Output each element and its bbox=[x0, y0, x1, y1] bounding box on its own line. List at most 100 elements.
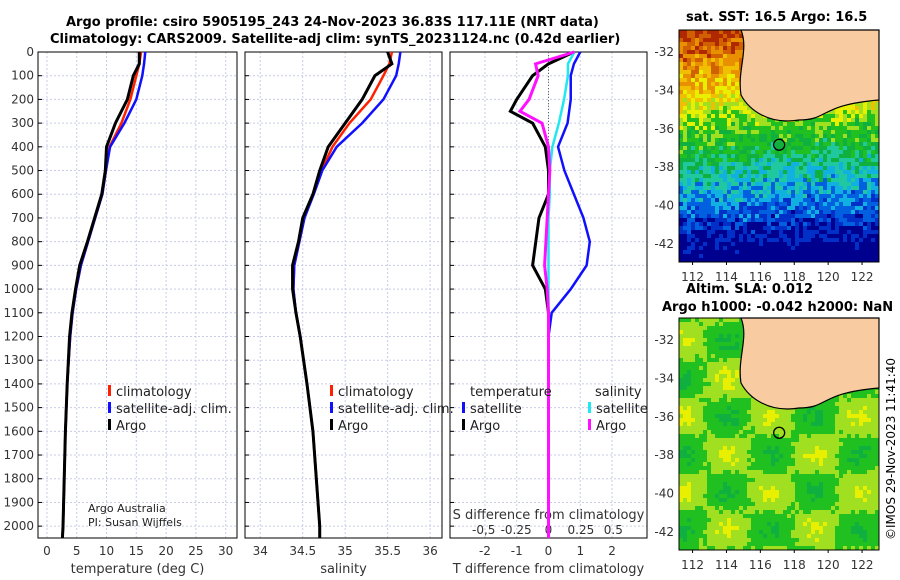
map-cell bbox=[859, 174, 863, 178]
map-cell bbox=[699, 234, 703, 238]
map-cell bbox=[851, 138, 855, 142]
map-cell bbox=[859, 394, 863, 398]
map-cell bbox=[739, 322, 743, 326]
map-cell bbox=[795, 138, 799, 142]
map-cell bbox=[691, 90, 695, 94]
map-cell bbox=[723, 130, 727, 134]
map-cell bbox=[811, 186, 815, 190]
map-cell bbox=[743, 418, 747, 422]
map-cell bbox=[763, 154, 767, 158]
map-cell bbox=[743, 430, 747, 434]
map-cell bbox=[687, 322, 691, 326]
map-cell bbox=[715, 426, 719, 430]
map-cell bbox=[719, 58, 723, 62]
map-cell bbox=[863, 206, 867, 210]
map-cell bbox=[779, 454, 783, 458]
map-cell bbox=[851, 114, 855, 118]
map-cell bbox=[743, 218, 747, 222]
map-cell bbox=[719, 98, 723, 102]
map-cell bbox=[739, 442, 743, 446]
map-cell bbox=[811, 174, 815, 178]
map-cell bbox=[795, 142, 799, 146]
map-cell bbox=[823, 114, 827, 118]
map-cell bbox=[699, 410, 703, 414]
map-cell bbox=[679, 230, 683, 234]
map-cell bbox=[731, 330, 735, 334]
map-cell bbox=[695, 394, 699, 398]
map-cell bbox=[867, 186, 871, 190]
map-cell bbox=[687, 102, 691, 106]
map-cell bbox=[779, 222, 783, 226]
map-cell bbox=[791, 154, 795, 158]
map-cell bbox=[811, 178, 815, 182]
map-cell bbox=[735, 230, 739, 234]
map-cell bbox=[783, 170, 787, 174]
map-cell bbox=[811, 242, 815, 246]
map-cell bbox=[731, 402, 735, 406]
map-cell bbox=[727, 74, 731, 78]
map-cell bbox=[727, 134, 731, 138]
map-cell bbox=[843, 422, 847, 426]
map-cell bbox=[679, 194, 683, 198]
map-cell bbox=[855, 250, 859, 254]
map-cell bbox=[735, 154, 739, 158]
map-cell bbox=[711, 398, 715, 402]
map-cell bbox=[695, 42, 699, 46]
map-cell bbox=[679, 46, 683, 50]
map-cell bbox=[703, 378, 707, 382]
map-cell bbox=[871, 162, 875, 166]
map-cell bbox=[751, 410, 755, 414]
map-cell bbox=[839, 202, 843, 206]
map-cell bbox=[723, 386, 727, 390]
map-cell bbox=[827, 162, 831, 166]
map-cell bbox=[819, 138, 823, 142]
map-cell bbox=[679, 198, 683, 202]
map-cell bbox=[807, 122, 811, 126]
map-cell bbox=[875, 146, 879, 150]
map-cell bbox=[727, 166, 731, 170]
map-cell bbox=[703, 166, 707, 170]
map-cell bbox=[683, 58, 687, 62]
map-cell bbox=[775, 170, 779, 174]
map-cell bbox=[707, 230, 711, 234]
map-cell bbox=[699, 34, 703, 38]
map-cell bbox=[839, 146, 843, 150]
map-cell bbox=[855, 122, 859, 126]
map-cell bbox=[715, 86, 719, 90]
map-cell bbox=[771, 222, 775, 226]
map-cell bbox=[747, 230, 751, 234]
map-cell bbox=[831, 162, 835, 166]
map-cell bbox=[867, 442, 871, 446]
map-cell bbox=[851, 146, 855, 150]
map-cell bbox=[747, 434, 751, 438]
map-cell bbox=[775, 146, 779, 150]
map-cell bbox=[759, 406, 763, 410]
map-cell bbox=[763, 218, 767, 222]
map-cell bbox=[731, 170, 735, 174]
map-cell bbox=[739, 246, 743, 250]
map-cell bbox=[803, 422, 807, 426]
map-cell bbox=[695, 86, 699, 90]
map-cell bbox=[691, 390, 695, 394]
map-cell bbox=[827, 442, 831, 446]
map-cell bbox=[759, 158, 763, 162]
map-cell bbox=[863, 254, 867, 258]
map-cell bbox=[787, 206, 791, 210]
map-cell bbox=[735, 110, 739, 114]
map-cell bbox=[695, 402, 699, 406]
map-cell bbox=[767, 238, 771, 242]
map-cell bbox=[751, 182, 755, 186]
map-cell bbox=[819, 134, 823, 138]
map-cell bbox=[695, 226, 699, 230]
map-cell bbox=[719, 222, 723, 226]
map-cell bbox=[811, 122, 815, 126]
map-cell bbox=[711, 318, 715, 322]
map-cell bbox=[683, 398, 687, 402]
map-cell bbox=[803, 158, 807, 162]
map-cell bbox=[707, 94, 711, 98]
map-cell bbox=[831, 230, 835, 234]
map-cell bbox=[855, 402, 859, 406]
map-cell bbox=[715, 254, 719, 258]
map-cell bbox=[787, 250, 791, 254]
legend-label: Argo bbox=[596, 419, 626, 434]
